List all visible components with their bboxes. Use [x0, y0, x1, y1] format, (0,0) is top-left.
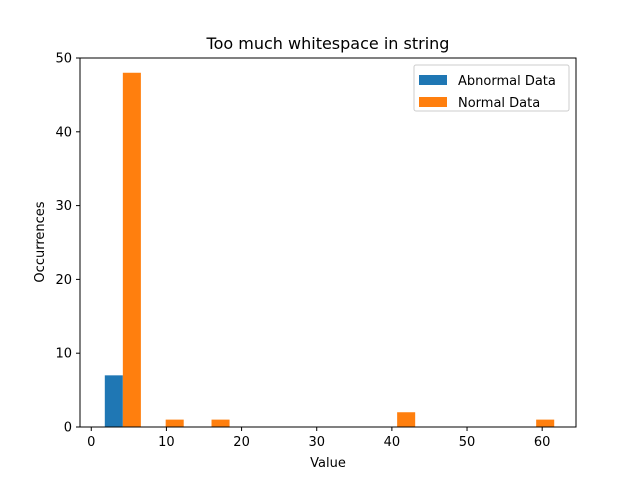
y-tick-label: 50 — [55, 52, 72, 67]
y-tick-label: 40 — [55, 125, 72, 140]
legend: Abnormal Data Normal Data — [413, 64, 570, 112]
y-tick-label: 0 — [64, 421, 72, 436]
x-axis-ticks: 0 10 20 30 40 50 60 — [87, 427, 550, 450]
y-axis-label: Occurrences — [33, 201, 48, 282]
y-tick-label: 10 — [55, 347, 72, 362]
legend-frame — [413, 64, 570, 112]
chart-title: Too much whitespace in string — [206, 34, 450, 53]
bar-normal-data-3 — [397, 412, 416, 427]
bar-normal-data-4 — [536, 419, 555, 427]
legend-swatch — [419, 75, 447, 85]
y-tick-label: 30 — [55, 199, 72, 214]
y-tick-label: 20 — [55, 273, 72, 288]
x-tick-label: 10 — [158, 435, 175, 450]
legend-label: Normal Data — [458, 96, 540, 111]
x-axis-label: Value — [310, 456, 346, 471]
x-tick-label: 60 — [534, 435, 551, 450]
bar-normal-data-2 — [211, 419, 230, 427]
legend-swatch — [419, 97, 447, 107]
bar-abnormal-data-0 — [104, 375, 123, 427]
plot-frame — [79, 57, 577, 428]
bar-normal-data-1 — [165, 419, 184, 427]
bar-normal-data-0 — [122, 72, 141, 427]
x-tick-label: 40 — [384, 435, 401, 450]
y-axis-ticks: 0 10 20 30 40 50 — [55, 52, 80, 436]
legend-label: Abnormal Data — [458, 74, 556, 89]
x-tick-label: 50 — [459, 435, 476, 450]
x-tick-label: 0 — [87, 435, 95, 450]
x-tick-label: 20 — [233, 435, 250, 450]
x-tick-label: 30 — [308, 435, 325, 450]
bars-layer — [104, 72, 555, 427]
